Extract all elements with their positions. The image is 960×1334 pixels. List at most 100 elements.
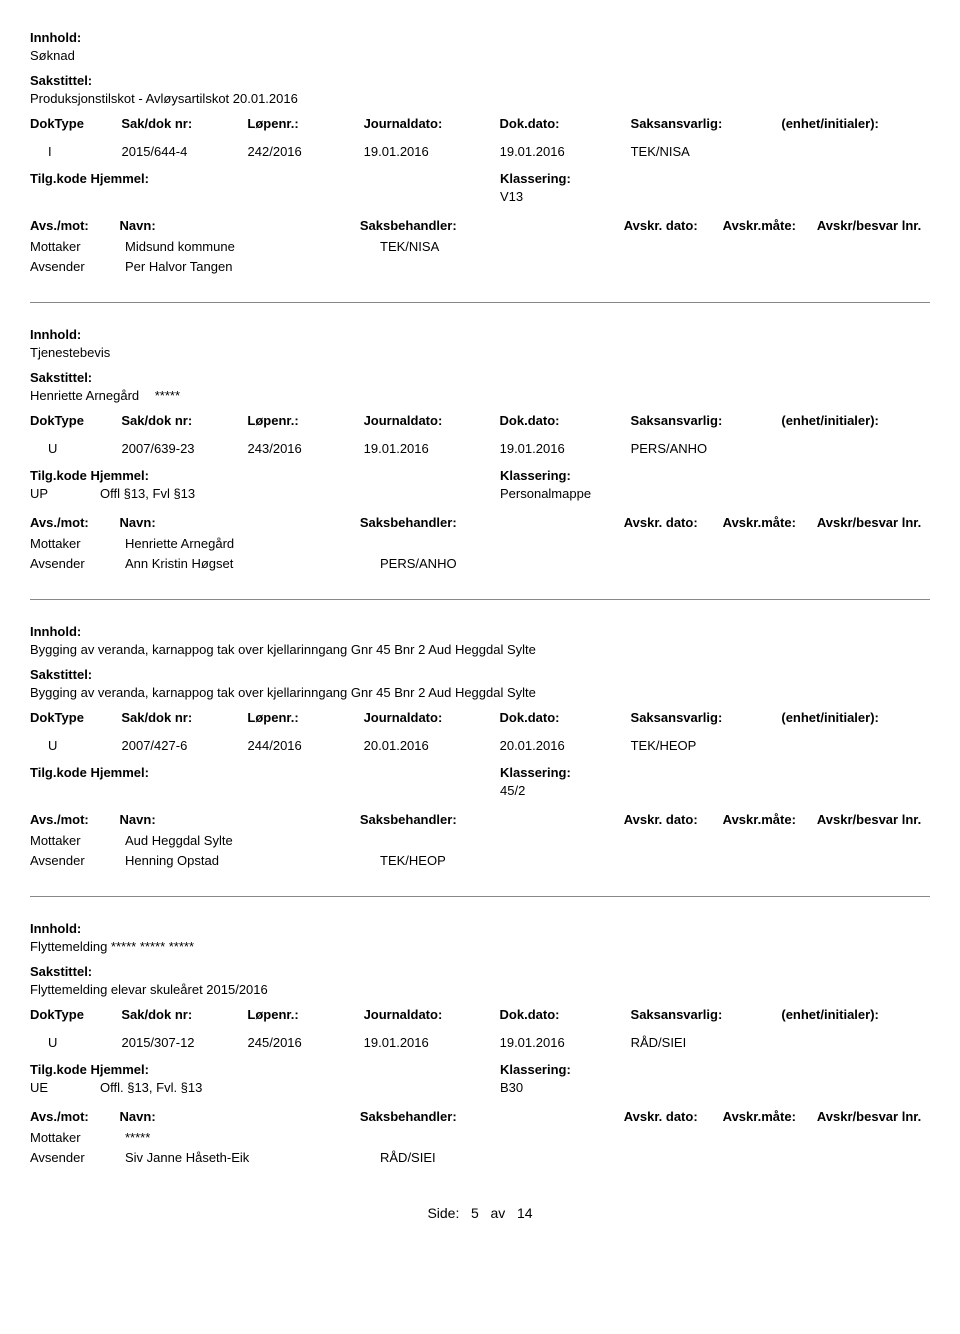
- avsender-label: Avsender: [30, 556, 125, 571]
- saksansvarlig-value: TEK/HEOP: [631, 738, 760, 753]
- dokdato-header: Dok.dato:: [500, 1007, 609, 1022]
- avsender-handler: PERS/ANHO: [380, 556, 660, 571]
- journaldato-header: Journaldato:: [364, 413, 478, 428]
- footer-sep: av: [491, 1205, 506, 1221]
- journaldato-header: Journaldato:: [364, 710, 478, 725]
- journal-entry: Innhold: Tjenestebevis Sakstittel: Henri…: [30, 302, 930, 571]
- journal-entry: Innhold: Flyttemelding ***** ***** *****…: [30, 896, 930, 1165]
- hjemmel-value: Offl. §13, Fvl. §13: [100, 1080, 500, 1095]
- avskrbesvar-header: Avskr/besvar lnr.: [817, 515, 930, 530]
- avskrdato-header: Avskr. dato:: [624, 812, 723, 827]
- sakdok-value: 2007/639-23: [122, 441, 226, 456]
- lopenr-header: Løpenr.:: [247, 116, 341, 131]
- avsender-name: Ann Kristin Høgset: [125, 556, 380, 571]
- navn-header: Navn:: [120, 218, 360, 233]
- saksansvarlig-value: RÅD/SIEI: [631, 1035, 760, 1050]
- doktype-value: U: [30, 441, 100, 456]
- mottaker-name: Midsund kommune: [125, 239, 380, 254]
- avsender-label: Avsender: [30, 259, 125, 274]
- avskrmate-header: Avskr.måte:: [723, 515, 817, 530]
- mottaker-row: Mottaker *****: [30, 1130, 930, 1145]
- lopenr-value: 244/2016: [248, 738, 342, 753]
- tilg-header: Tilg.kode Hjemmel:: [30, 1062, 500, 1077]
- sakstittel-value: Flyttemelding elevar skuleåret 2015/2016: [30, 982, 930, 997]
- klassering-value: B30: [500, 1080, 700, 1095]
- dokdato-header: Dok.dato:: [500, 710, 609, 725]
- doktype-header: DokType: [30, 710, 99, 725]
- dokdato-header: Dok.dato:: [500, 413, 609, 428]
- avskrdato-header: Avskr. dato:: [624, 515, 723, 530]
- mottaker-name: Henriette Arnegård: [125, 536, 380, 551]
- avskrmate-header: Avskr.måte:: [723, 812, 817, 827]
- mottaker-row: Mottaker Aud Heggdal Sylte: [30, 833, 930, 848]
- avskrdato-header: Avskr. dato:: [624, 218, 723, 233]
- lopenr-header: Løpenr.:: [247, 413, 341, 428]
- avskrbesvar-header: Avskr/besvar lnr.: [817, 812, 930, 827]
- saksbehandler-header: Saksbehandler:: [360, 218, 624, 233]
- klassering-header: Klassering:: [500, 468, 700, 483]
- sakstittel-label: Sakstittel:: [30, 73, 930, 88]
- dokdato-value: 19.01.2016: [500, 441, 609, 456]
- klassering-value: 45/2: [500, 783, 700, 798]
- mottaker-label: Mottaker: [30, 536, 125, 551]
- mottaker-label: Mottaker: [30, 239, 125, 254]
- tilg-row: Tilg.kode Hjemmel: Klassering: V13: [30, 171, 930, 204]
- lopenr-value: 242/2016: [248, 144, 342, 159]
- tilg-row: Tilg.kode Hjemmel: UP Offl §13, Fvl §13 …: [30, 468, 930, 501]
- innhold-value: Bygging av veranda, karnappog tak over k…: [30, 642, 930, 657]
- saksbehandler-header: Saksbehandler:: [360, 1109, 624, 1124]
- navn-header: Navn:: [120, 515, 360, 530]
- avskrbesvar-header: Avskr/besvar lnr.: [817, 218, 930, 233]
- sakdok-header: Sak/dok nr:: [121, 1007, 225, 1022]
- mottaker-label: Mottaker: [30, 1130, 125, 1145]
- avskrmate-header: Avskr.måte:: [723, 218, 817, 233]
- tilg-header: Tilg.kode Hjemmel:: [30, 468, 500, 483]
- avsender-handler: TEK/HEOP: [380, 853, 660, 868]
- tilgkode-value: UP: [30, 486, 100, 501]
- meta-header-row: DokType Sak/dok nr: Løpenr.: Journaldato…: [30, 710, 930, 725]
- footer-page: 5: [471, 1205, 479, 1221]
- mottaker-row: Mottaker Midsund kommune TEK/NISA: [30, 239, 930, 254]
- avsender-name: Per Halvor Tangen: [125, 259, 380, 274]
- meta-value-row: I 2015/644-4 242/2016 19.01.2016 19.01.2…: [30, 141, 930, 159]
- saksansvarlig-value: PERS/ANHO: [631, 441, 760, 456]
- tilg-row: Tilg.kode Hjemmel: UE Offl. §13, Fvl. §1…: [30, 1062, 930, 1095]
- avsender-name: Henning Opstad: [125, 853, 380, 868]
- sakstittel-label: Sakstittel:: [30, 964, 930, 979]
- sakdok-value: 2015/644-4: [122, 144, 226, 159]
- lopenr-value: 243/2016: [248, 441, 342, 456]
- saksansvarlig-header: Saksansvarlig:: [631, 413, 760, 428]
- lopenr-header: Løpenr.:: [247, 710, 341, 725]
- sakdok-value: 2015/307-12: [122, 1035, 226, 1050]
- mottaker-handler: [380, 1130, 660, 1145]
- saksansvarlig-header: Saksansvarlig:: [631, 116, 760, 131]
- avs-header-row: Avs./mot: Navn: Saksbehandler: Avskr. da…: [30, 515, 930, 530]
- journaldato-value: 19.01.2016: [364, 441, 478, 456]
- avsender-label: Avsender: [30, 853, 125, 868]
- avsender-handler: [380, 259, 660, 274]
- klassering-value: V13: [500, 189, 700, 204]
- avsmot-header: Avs./mot:: [30, 1109, 120, 1124]
- mottaker-name: Aud Heggdal Sylte: [125, 833, 380, 848]
- innhold-label: Innhold:: [30, 624, 930, 639]
- tilg-header: Tilg.kode Hjemmel:: [30, 171, 500, 186]
- sakstittel-label: Sakstittel:: [30, 667, 930, 682]
- enhet-header: (enhet/initialer):: [781, 1007, 930, 1022]
- mottaker-name: *****: [125, 1130, 380, 1145]
- avsender-label: Avsender: [30, 1150, 125, 1165]
- doktype-value: U: [30, 738, 100, 753]
- enhet-header: (enhet/initialer):: [781, 116, 930, 131]
- sakdok-value: 2007/427-6: [122, 738, 226, 753]
- enhet-value: [781, 441, 930, 456]
- klassering-header: Klassering:: [500, 171, 700, 186]
- innhold-value: Søknad: [30, 48, 930, 63]
- avs-header-row: Avs./mot: Navn: Saksbehandler: Avskr. da…: [30, 218, 930, 233]
- innhold-label: Innhold:: [30, 921, 930, 936]
- doktype-header: DokType: [30, 116, 99, 131]
- sakdok-header: Sak/dok nr:: [121, 413, 225, 428]
- dokdato-header: Dok.dato:: [500, 116, 609, 131]
- journaldato-value: 20.01.2016: [364, 738, 478, 753]
- lopenr-value: 245/2016: [248, 1035, 342, 1050]
- doktype-value: I: [30, 144, 100, 159]
- lopenr-header: Løpenr.:: [247, 1007, 341, 1022]
